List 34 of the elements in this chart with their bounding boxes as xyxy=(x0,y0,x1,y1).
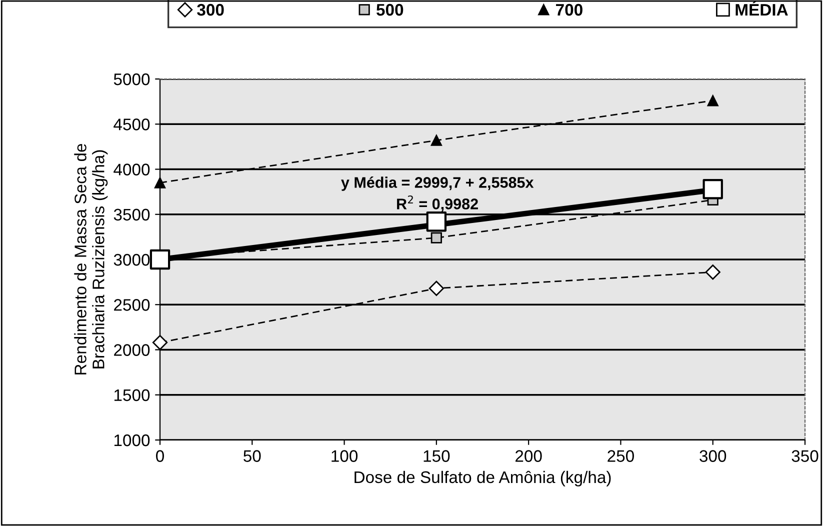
legend-label: MÉDIA xyxy=(736,0,788,16)
y-tick-label: 5000 xyxy=(114,73,150,86)
annotation: y Média = 2999,7 + 2,5585x R$^{2}$ = 0,9982 xyxy=(341,176,534,212)
y-tick-label: 3000 xyxy=(114,254,150,266)
y-tick-label: 1000 xyxy=(114,434,150,446)
legend-label: 300 xyxy=(197,4,224,16)
point xyxy=(150,249,170,270)
x-tick-label: 50 xyxy=(244,450,261,462)
point xyxy=(707,95,718,106)
point xyxy=(154,177,166,188)
y-tick-label: 4500 xyxy=(114,118,150,130)
point xyxy=(702,179,723,200)
y-tick-label: 2000 xyxy=(114,344,150,356)
x-tick-label: 150 xyxy=(424,450,450,462)
point xyxy=(705,264,720,280)
point xyxy=(430,134,442,146)
y-tick-label: 3500 xyxy=(114,208,150,221)
legend-label: 500 xyxy=(376,4,404,16)
point xyxy=(426,211,447,232)
y-tick-label: 1500 xyxy=(114,389,150,402)
x-tick-label: 0 xyxy=(156,450,164,462)
y-tick-label: 4000 xyxy=(114,164,150,176)
x-axis-title: Dose de Sulfato de Amônia (kg/ha) xyxy=(354,470,611,486)
point xyxy=(430,232,442,244)
x-tick-label: 300 xyxy=(700,450,726,462)
legend-label: 700 xyxy=(556,4,582,16)
x-tick-label: 200 xyxy=(516,450,542,462)
x-tick-label: 350 xyxy=(792,450,818,462)
y-tick-label: 2500 xyxy=(114,299,150,311)
point xyxy=(152,334,168,350)
point xyxy=(428,280,444,296)
x-tick-label: 250 xyxy=(608,450,634,462)
x-tick-label: 100 xyxy=(332,450,358,462)
y-axis-title: Rendimento de Massa Seca de Brachiaria Ruziziensis (kg/ha) xyxy=(74,144,108,374)
